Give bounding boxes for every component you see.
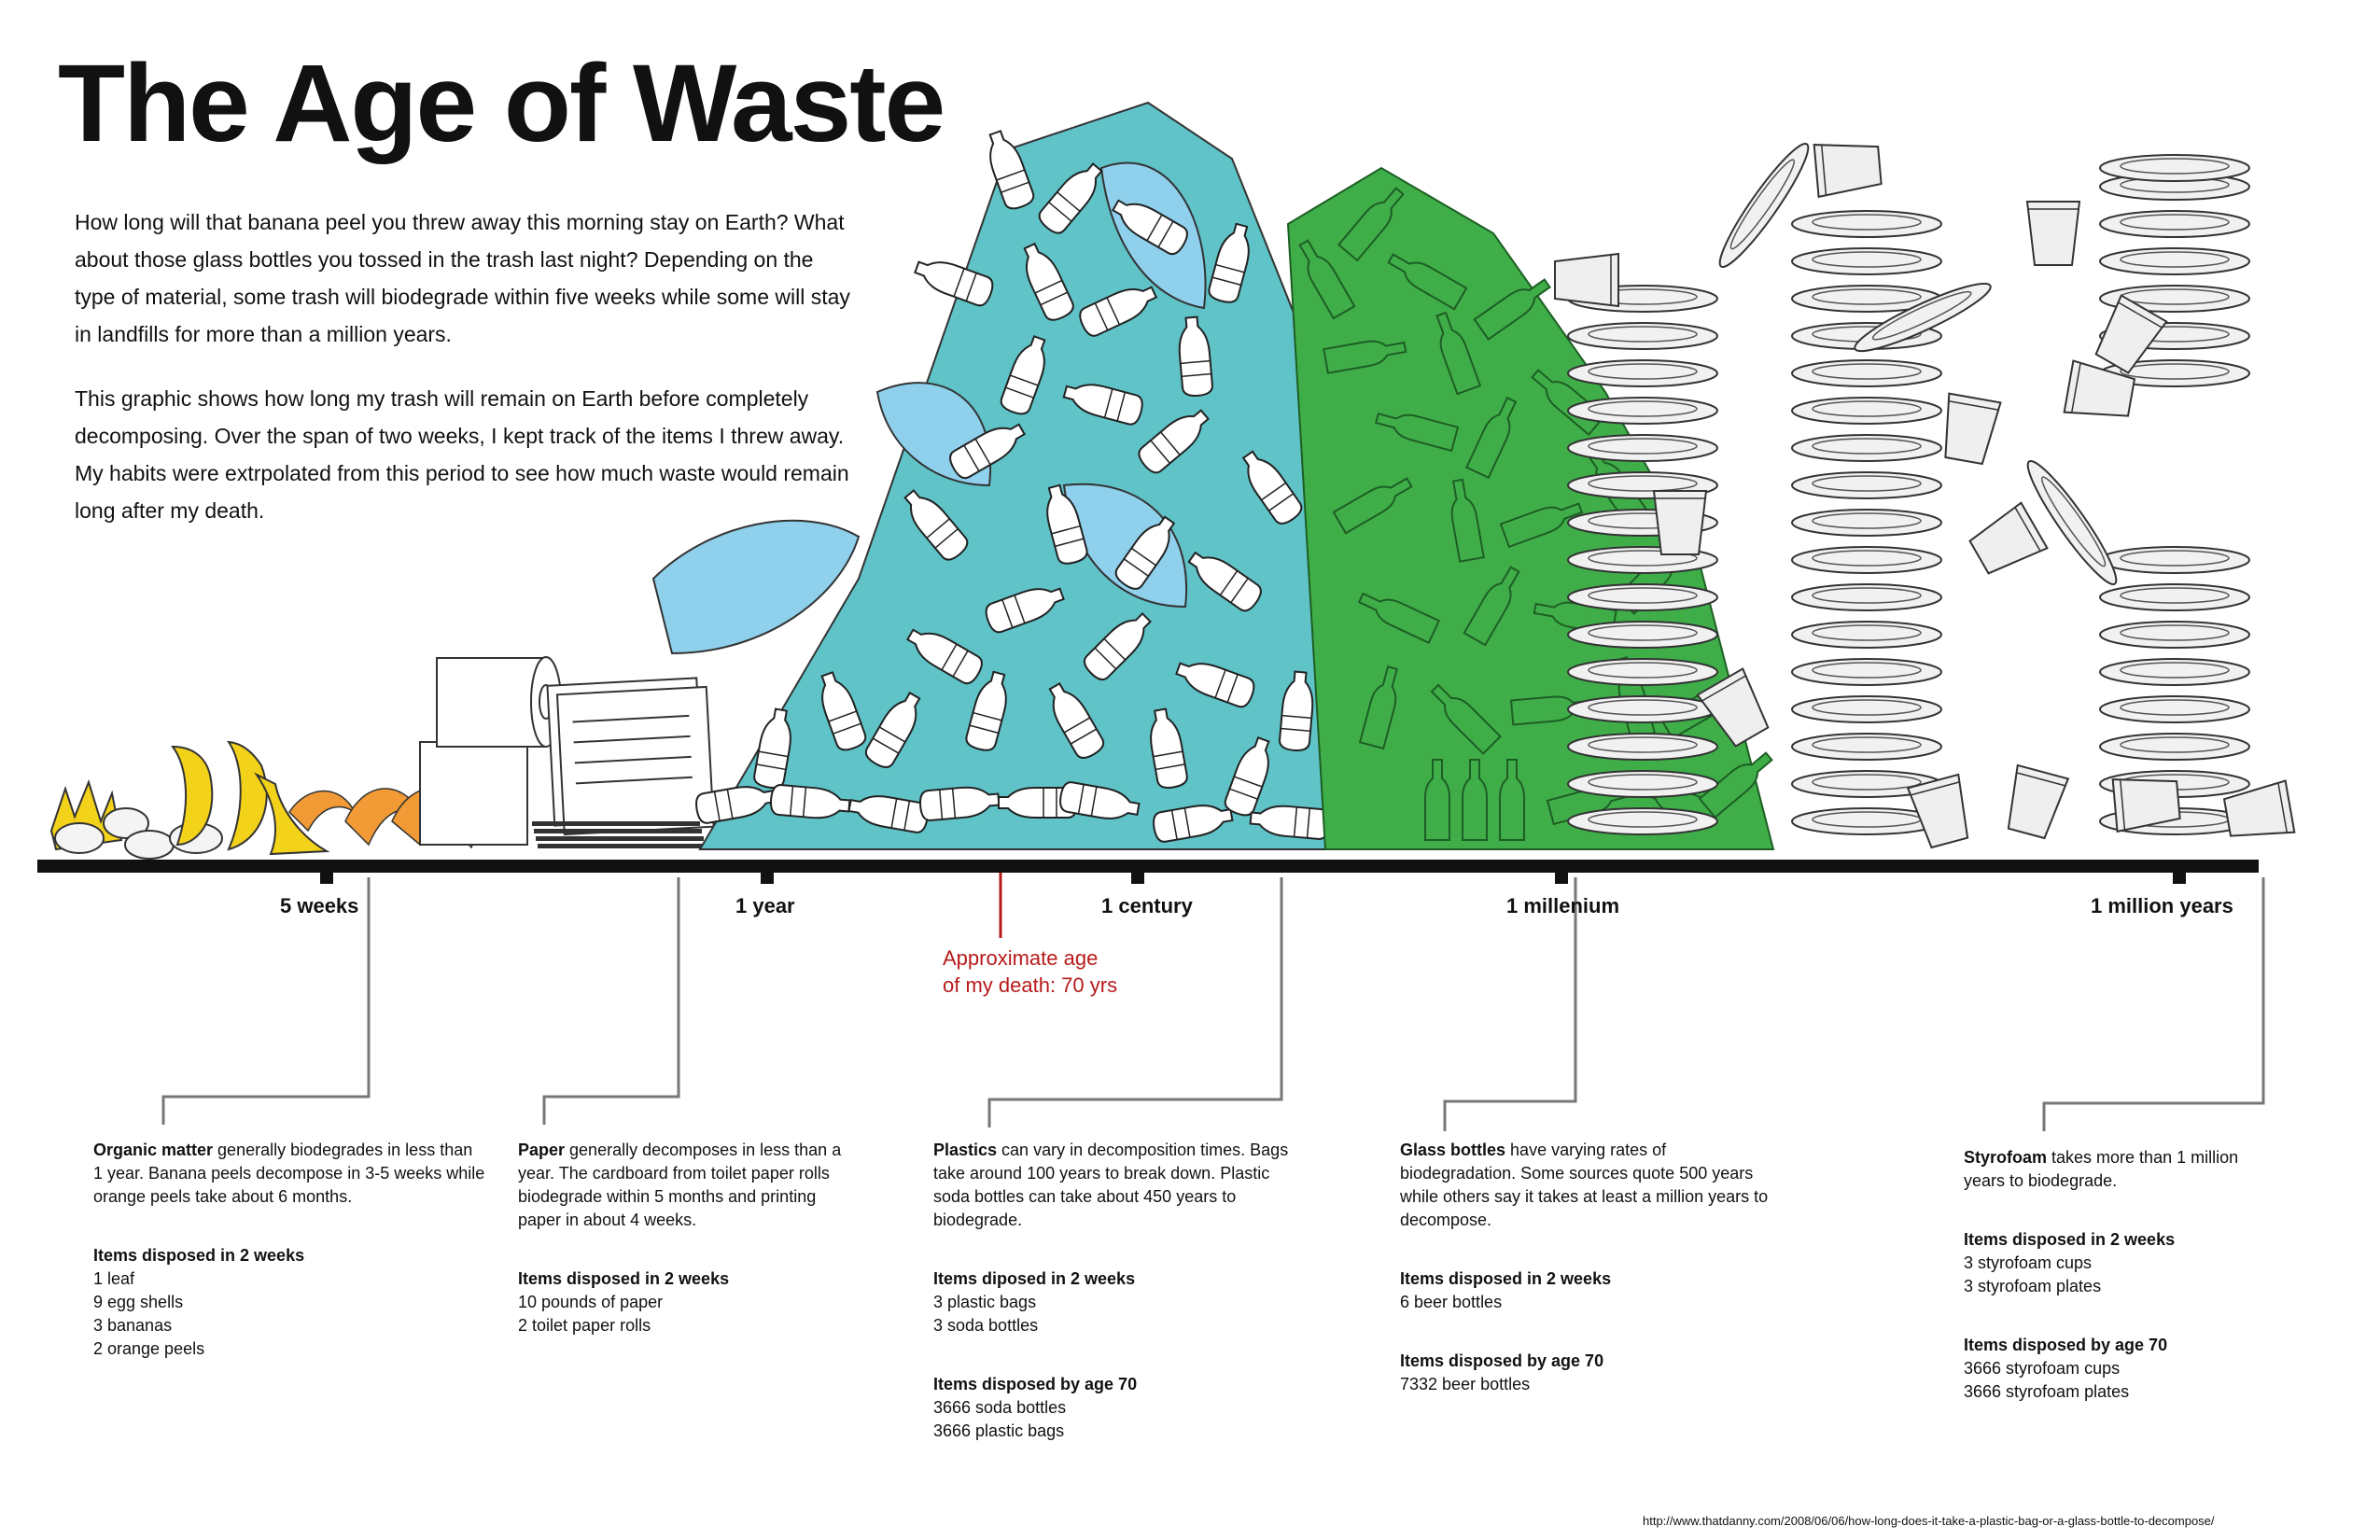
timeline-axis: [37, 860, 2259, 873]
paper-pile: [419, 656, 715, 848]
category-glass-bottles: Glass bottles have varying rates of biod…: [1400, 1141, 1769, 1393]
tick-mark: [1555, 873, 1568, 884]
category-styrofoam: Styrofoam takes more than 1 million year…: [1964, 1148, 2239, 1401]
styrofoam-pile: [1554, 135, 2296, 851]
intro-paragraph-1: How long will that banana peel you threw…: [75, 210, 850, 346]
tick-mark: [320, 873, 333, 884]
connectors: [161, 877, 2265, 1131]
tick-label: 1 million years: [2091, 894, 2233, 917]
category-paper: Paper generally decomposes in less than …: [518, 1141, 842, 1335]
intro-paragraph-2: This graphic shows how long my trash wil…: [75, 386, 849, 523]
tick-label: 1 millenium: [1506, 894, 1620, 917]
tick-mark: [2173, 873, 2186, 884]
tick-mark: [761, 873, 774, 884]
source-url[interactable]: http://www.thatdanny.com/2008/06/06/how-…: [1643, 1514, 2215, 1528]
category-organic: Organic matter generally biodegrades in …: [93, 1141, 485, 1358]
tick-label: 5 weeks: [280, 894, 359, 917]
death-marker-label: Approximate age of my death: 70 yrs: [943, 946, 1118, 997]
page-title: The Age of Waste: [58, 42, 945, 165]
tick-label: 1 year: [735, 894, 795, 917]
category-plastics: Plastics can vary in decomposition times…: [933, 1141, 1289, 1440]
tick-mark: [1131, 873, 1144, 884]
plastics-pile: [651, 101, 1374, 850]
tick-label: 1 century: [1101, 894, 1193, 917]
